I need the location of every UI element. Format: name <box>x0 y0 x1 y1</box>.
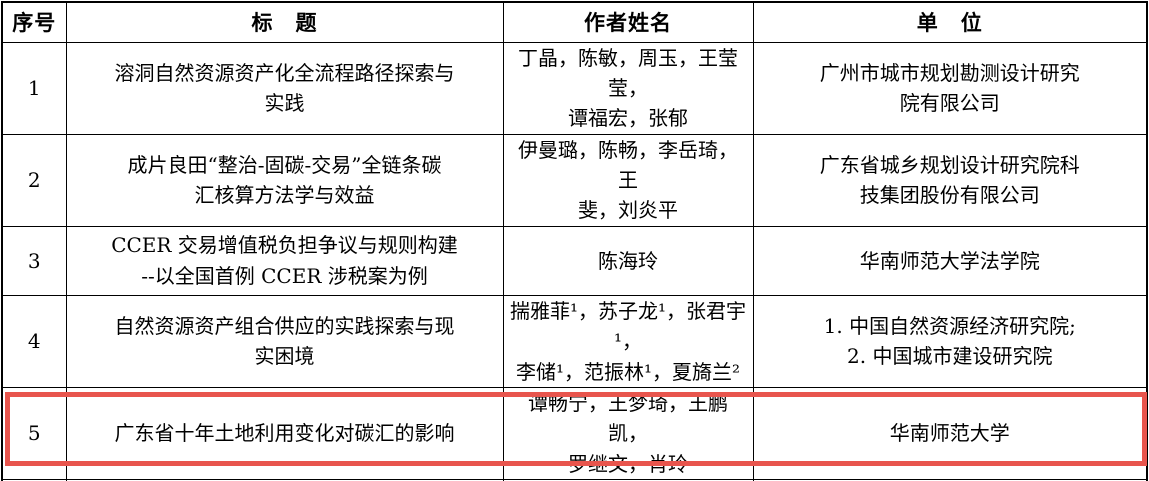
cell-org: 广东省城乡规划设计研究院科 技集团股份有限公司 <box>752 133 1148 227</box>
cell-authors: 丁晶，陈敏，周玉，王莹莹， 谭福宏，张郁 <box>502 41 754 135</box>
cell-authors: 伊曼璐，陈畅，李岳琦，王 斐，刘炎平 <box>502 133 754 227</box>
cell-no: 5 <box>1 387 67 481</box>
cell-no: 3 <box>1 225 67 296</box>
header-title: 标 题 <box>65 1 504 43</box>
cell-authors: 揣雅菲¹，苏子龙¹，张君宇¹， 李储¹，范振林¹，夏旖兰² <box>502 294 754 389</box>
table-header-row: 序号 标 题 作者姓名 单 位 <box>1 1 1148 43</box>
cell-title: CCER 交易增值税负担争议与规则构建 --以全国首例 CCER 涉税案为例 <box>65 225 504 296</box>
cell-no: 2 <box>1 133 67 227</box>
cell-title: 溶洞自然资源资产化全流程路径探索与 实践 <box>65 41 504 135</box>
cell-title: 自然资源资产组合供应的实践探索与现 实困境 <box>65 294 504 389</box>
cell-no: 1 <box>1 41 67 135</box>
table-row-highlighted: 6 基于市场导向的自然资源资产组合供应 体系优化研究 李远和 湖北永业行评估咨询… <box>1 479 1148 481</box>
table-row: 4 自然资源资产组合供应的实践探索与现 实困境 揣雅菲¹，苏子龙¹，张君宇¹， … <box>1 294 1148 389</box>
table-row: 2 成片良田“整治-固碳-交易”全链条碳 汇核算方法学与效益 伊曼璐，陈畅，李岳… <box>1 133 1148 227</box>
cell-org: 华南师范大学法学院 <box>752 225 1148 296</box>
cell-org: 华南师范大学 <box>752 387 1148 481</box>
table-row: 5 广东省十年土地利用变化对碳汇的影响 谭畅宁，王梦琦，王鹏凯， 罗继文，肖玲 … <box>1 387 1148 481</box>
cell-authors: 谭畅宁，王梦琦，王鹏凯， 罗继文，肖玲 <box>502 387 754 481</box>
cell-authors: 陈海玲 <box>502 225 754 296</box>
table-row: 1 溶洞自然资源资产化全流程路径探索与 实践 丁晶，陈敏，周玉，王莹莹， 谭福宏… <box>1 41 1148 135</box>
cell-org: 1. 中国自然资源经济研究院; 2. 中国城市建设研究院 <box>752 294 1148 389</box>
header-org: 单 位 <box>752 1 1148 43</box>
cell-org: 广州市城市规划勘测设计研究 院有限公司 <box>752 41 1148 135</box>
header-authors: 作者姓名 <box>502 1 754 43</box>
cell-title: 成片良田“整治-固碳-交易”全链条碳 汇核算方法学与效益 <box>65 133 504 227</box>
cell-title: 广东省十年土地利用变化对碳汇的影响 <box>65 387 504 481</box>
cell-org: 湖北永业行评估咨询有限公司 <box>752 479 1148 481</box>
header-no: 序号 <box>1 1 67 43</box>
table-row: 3 CCER 交易增值税负担争议与规则构建 --以全国首例 CCER 涉税案为例… <box>1 225 1148 296</box>
cell-no: 4 <box>1 294 67 389</box>
